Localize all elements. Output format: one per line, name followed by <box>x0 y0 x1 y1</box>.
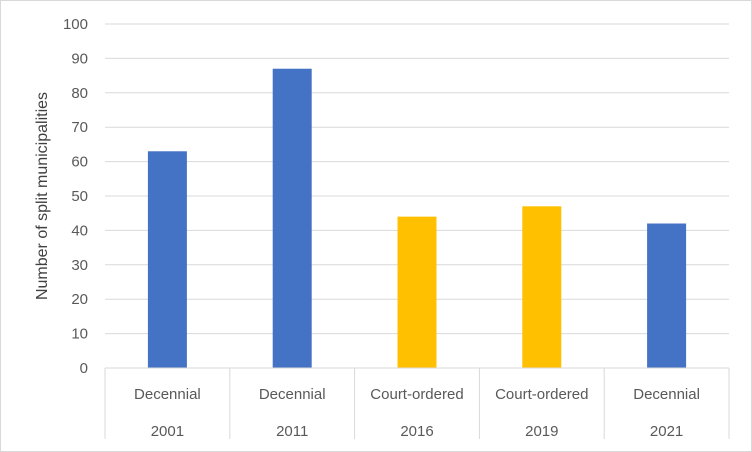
x-tick-label-year: 2001 <box>151 423 184 440</box>
bar-2021 <box>647 223 687 368</box>
x-tick-label-type: Court-ordered <box>370 386 463 403</box>
x-tick-label-type: Court-ordered <box>495 386 588 403</box>
x-tick-label-type: Decennial <box>633 386 700 403</box>
y-tick-label: 70 <box>71 119 88 136</box>
y-axis-ticks: 0 10 20 30 40 50 60 70 80 90 100 <box>63 16 88 377</box>
y-tick-label: 40 <box>71 222 88 239</box>
x-axis: Decennial 2001 Decennial 2011 Court-ordered 2… <box>104 367 730 440</box>
y-tick-label: 0 <box>80 360 88 377</box>
y-tick-label: 90 <box>71 50 88 67</box>
bar-2019 <box>522 206 562 368</box>
bar-2001 <box>147 151 187 368</box>
bar-2011 <box>272 68 312 368</box>
y-tick-label: 30 <box>71 257 88 274</box>
y-tick-label: 50 <box>71 188 88 205</box>
x-tick-label-year: 2019 <box>525 423 558 440</box>
y-tick-label: 100 <box>63 16 88 33</box>
grid-lines <box>105 23 729 335</box>
y-axis-title: Number of split municipalities <box>34 92 51 300</box>
x-tick-label-type: Decennial <box>259 386 326 403</box>
x-tick-label-year: 2021 <box>650 423 683 440</box>
y-tick-label: 80 <box>71 85 88 102</box>
y-tick-label: 20 <box>71 291 88 308</box>
bar-2016 <box>397 216 437 368</box>
y-tick-label: 10 <box>71 326 88 343</box>
y-tick-label: 60 <box>71 154 88 171</box>
x-tick-label-type: Decennial <box>134 386 201 403</box>
bars <box>147 68 687 368</box>
x-tick-label-year: 2016 <box>400 423 433 440</box>
x-tick-label-year: 2011 <box>276 423 308 440</box>
